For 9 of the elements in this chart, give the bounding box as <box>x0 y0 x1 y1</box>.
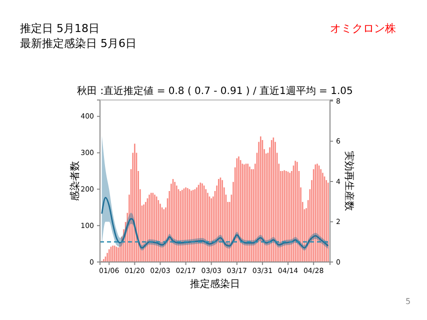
y2-axis-title: 実効再生産数 <box>343 151 355 211</box>
text: オミクロン株 <box>330 22 396 35</box>
y-axis-title: 感染者数 <box>69 161 81 201</box>
chart-title: 秋田 :直近推定値 = 0.8 ( 0.7 - 0.91 ) / 直近1週平均 = 1.05 <box>77 85 353 97</box>
x-axis-title: 推定感染日 <box>190 278 240 290</box>
text: 最新推定感染日 5月6日 <box>20 37 136 50</box>
text: 5 <box>405 297 411 306</box>
line-series <box>101 196 329 249</box>
text: 推定日 5月18日 <box>20 22 100 35</box>
